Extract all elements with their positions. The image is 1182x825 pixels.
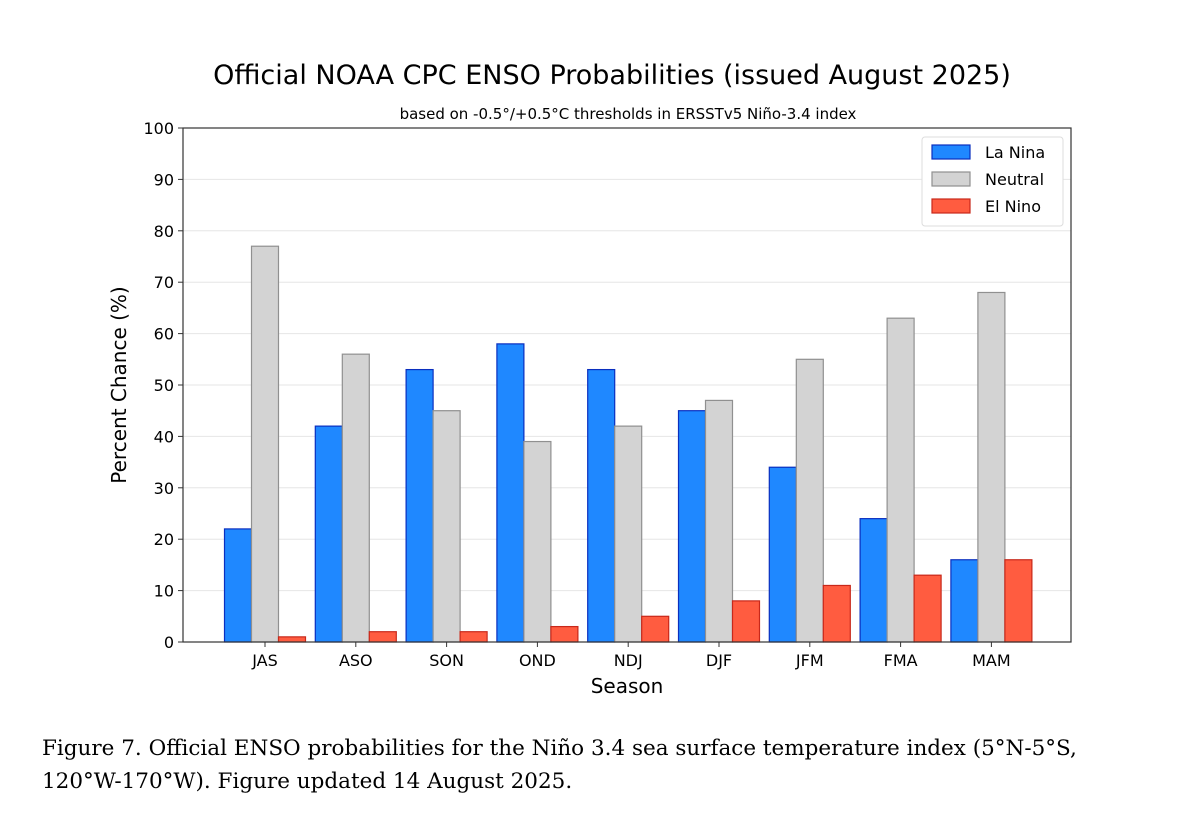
bar-la-nina-ndj (587, 368, 616, 643)
bar-neutral-jfm (795, 358, 824, 643)
bars (223, 245, 1033, 643)
bar-neutral-djf (704, 399, 734, 643)
y-tick-label: 90 (154, 170, 174, 189)
y-tick-label: 50 (154, 376, 174, 395)
y-tick-label: 70 (154, 273, 174, 292)
y-axis-ticks: 0 10 20 30 40 50 60 70 80 90 100 (143, 119, 183, 652)
enso-probability-chart: Official NOAA CPC ENSO Probabilities (is… (107, 60, 1072, 698)
bar-neutral-aso (341, 353, 370, 643)
bar-neutral-ond (523, 440, 552, 643)
x-axis-label: Season (591, 674, 664, 698)
y-tick-label: 10 (154, 582, 174, 601)
bar-la-nina-fma (859, 518, 888, 643)
bar-el-nino-mam (1004, 559, 1033, 643)
chart-title: Official NOAA CPC ENSO Probabilities (is… (213, 60, 1011, 91)
caption-line-1: Figure 7. Official ENSO probabilities fo… (42, 736, 1077, 761)
bar-neutral-jas (250, 245, 280, 643)
y-axis-label: Percent Chance (%) (107, 286, 131, 483)
bar-neutral-fma (886, 317, 915, 643)
legend-label: La Nina (985, 143, 1045, 162)
bar-el-nino-fma (913, 574, 942, 643)
bar-la-nina-aso (314, 425, 343, 643)
bar-la-nina-ond (496, 343, 525, 643)
legend-label: El Nino (985, 197, 1041, 216)
bar-el-nino-jas (277, 636, 307, 643)
y-tick-label: 100 (143, 119, 174, 138)
bar-neutral-mam (977, 291, 1006, 643)
x-tick-label: SON (429, 651, 464, 670)
x-tick-label: DJF (706, 651, 732, 670)
bar-la-nina-son (405, 368, 434, 643)
bar-la-nina-mam (950, 559, 979, 643)
y-tick-label: 80 (154, 222, 174, 241)
bar-la-nina-djf (677, 410, 707, 643)
x-axis-ticks: JAS ASO SON OND NDJ DJF JFM FMA MAM (251, 642, 1011, 670)
figure-caption: Figure 7. Official ENSO probabilities fo… (42, 732, 1172, 798)
bar-la-nina-jas (223, 528, 253, 643)
y-tick-label: 20 (154, 530, 174, 549)
x-tick-label: OND (519, 651, 556, 670)
x-tick-label: JAS (251, 651, 278, 670)
legend-swatch-el-nino (931, 198, 971, 214)
bar-neutral-ndj (614, 425, 643, 643)
y-tick-label: 40 (154, 427, 174, 446)
bar-el-nino-djf (731, 600, 761, 643)
bar-neutral-son (432, 410, 461, 643)
bar-el-nino-ndj (641, 615, 670, 643)
x-tick-label: NDJ (614, 651, 643, 670)
legend-swatch-la-nina (931, 144, 971, 160)
bar-el-nino-aso (368, 631, 397, 643)
legend-swatch-neutral (931, 171, 971, 187)
x-tick-label: FMA (884, 651, 918, 670)
bar-el-nino-ond (550, 625, 579, 643)
x-tick-label: MAM (972, 651, 1011, 670)
y-tick-label: 30 (154, 479, 174, 498)
bar-el-nino-jfm (822, 584, 851, 643)
y-tick-label: 60 (154, 325, 174, 344)
x-tick-label: JFM (795, 651, 824, 670)
legend: La Nina Neutral El Nino (921, 136, 1064, 227)
bar-la-nina-jfm (768, 466, 797, 643)
chart-subtitle: based on -0.5°/+0.5°C thresholds in ERSS… (400, 105, 857, 123)
x-tick-label: ASO (339, 651, 373, 670)
y-tick-label: 0 (164, 633, 174, 652)
caption-line-2: 120°W-170°W). Figure updated 14 August 2… (42, 769, 573, 794)
bar-el-nino-son (459, 631, 488, 643)
legend-label: Neutral (985, 170, 1044, 189)
